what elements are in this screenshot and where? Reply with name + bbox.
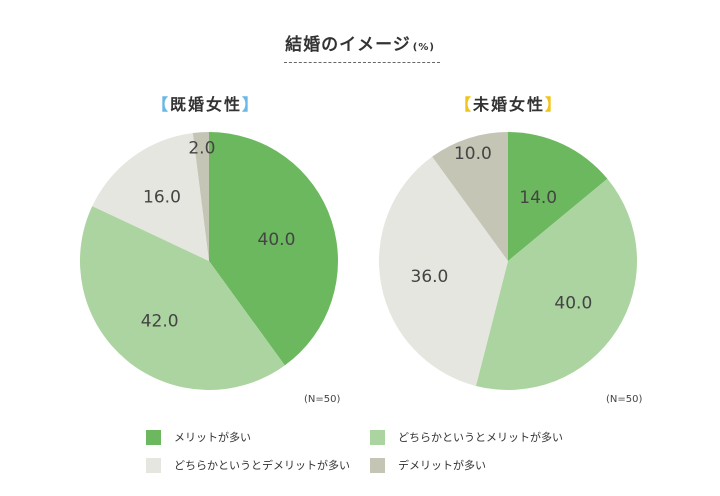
bracket-close: 】 (242, 95, 261, 114)
pie-slice-married-0 (209, 132, 338, 366)
pie-value-label-married-2: 16.0 (143, 187, 181, 207)
pie-value-label-unmarried-2: 36.0 (411, 267, 449, 287)
bracket-close: 】 (545, 95, 564, 114)
pie-value-label-married-0: 40.0 (258, 230, 296, 250)
legend-label: どちらかというとデメリットが多い (174, 459, 350, 472)
pie-slice-unmarried-2 (378, 156, 508, 386)
legend-swatch (370, 429, 385, 445)
legend-label: デメリットが多い (398, 459, 486, 472)
pie-title-unmarried: 未婚女性 (473, 95, 546, 114)
legend-item-both-demerit: どちらかというとデメリットが多い (146, 457, 350, 473)
legend-swatch (146, 457, 161, 473)
legend-item-demerit-many: デメリットが多い (370, 457, 486, 473)
chart-title-unit: (%) (412, 42, 435, 53)
pie-slice-married-3 (192, 132, 209, 261)
legend-swatch (370, 457, 385, 473)
legend-swatch (146, 429, 161, 445)
sample-size-unmarried: (N=50) (606, 394, 643, 405)
legend-label: どちらかというとメリットが多い (398, 431, 563, 444)
bracket-open: 【 (152, 95, 171, 114)
pie-slice-married-1 (79, 206, 285, 391)
pie-slice-unmarried-0 (508, 132, 608, 261)
sample-size-married: (N=50) (304, 394, 341, 405)
legend-item-both-merit: どちらかというとメリットが多い (370, 429, 563, 445)
pie-value-label-unmarried-3: 10.0 (454, 144, 492, 164)
pie-title-married: 既婚女性 (170, 95, 243, 114)
title-divider (284, 62, 440, 63)
pie-value-label-unmarried-1: 40.0 (554, 293, 592, 313)
pie-slice-unmarried-1 (475, 178, 637, 390)
chart-title-text: 結婚のイメージ (285, 35, 411, 55)
pie-heading-married: 【既婚女性】 (152, 91, 260, 115)
chart-title: 結婚のイメージ (%) (0, 30, 720, 55)
pie-value-label-married-3: 2.0 (188, 139, 215, 159)
pie-value-label-married-1: 42.0 (141, 312, 179, 332)
legend-label: メリットが多い (174, 431, 251, 444)
pie-heading-unmarried: 【未婚女性】 (455, 91, 563, 115)
legend-item-merit-many: メリットが多い (146, 429, 251, 445)
bracket-open: 【 (455, 95, 474, 114)
pie-slice-unmarried-3 (432, 132, 508, 261)
pie-slice-married-2 (92, 133, 209, 261)
pie-value-label-unmarried-0: 14.0 (519, 188, 557, 208)
